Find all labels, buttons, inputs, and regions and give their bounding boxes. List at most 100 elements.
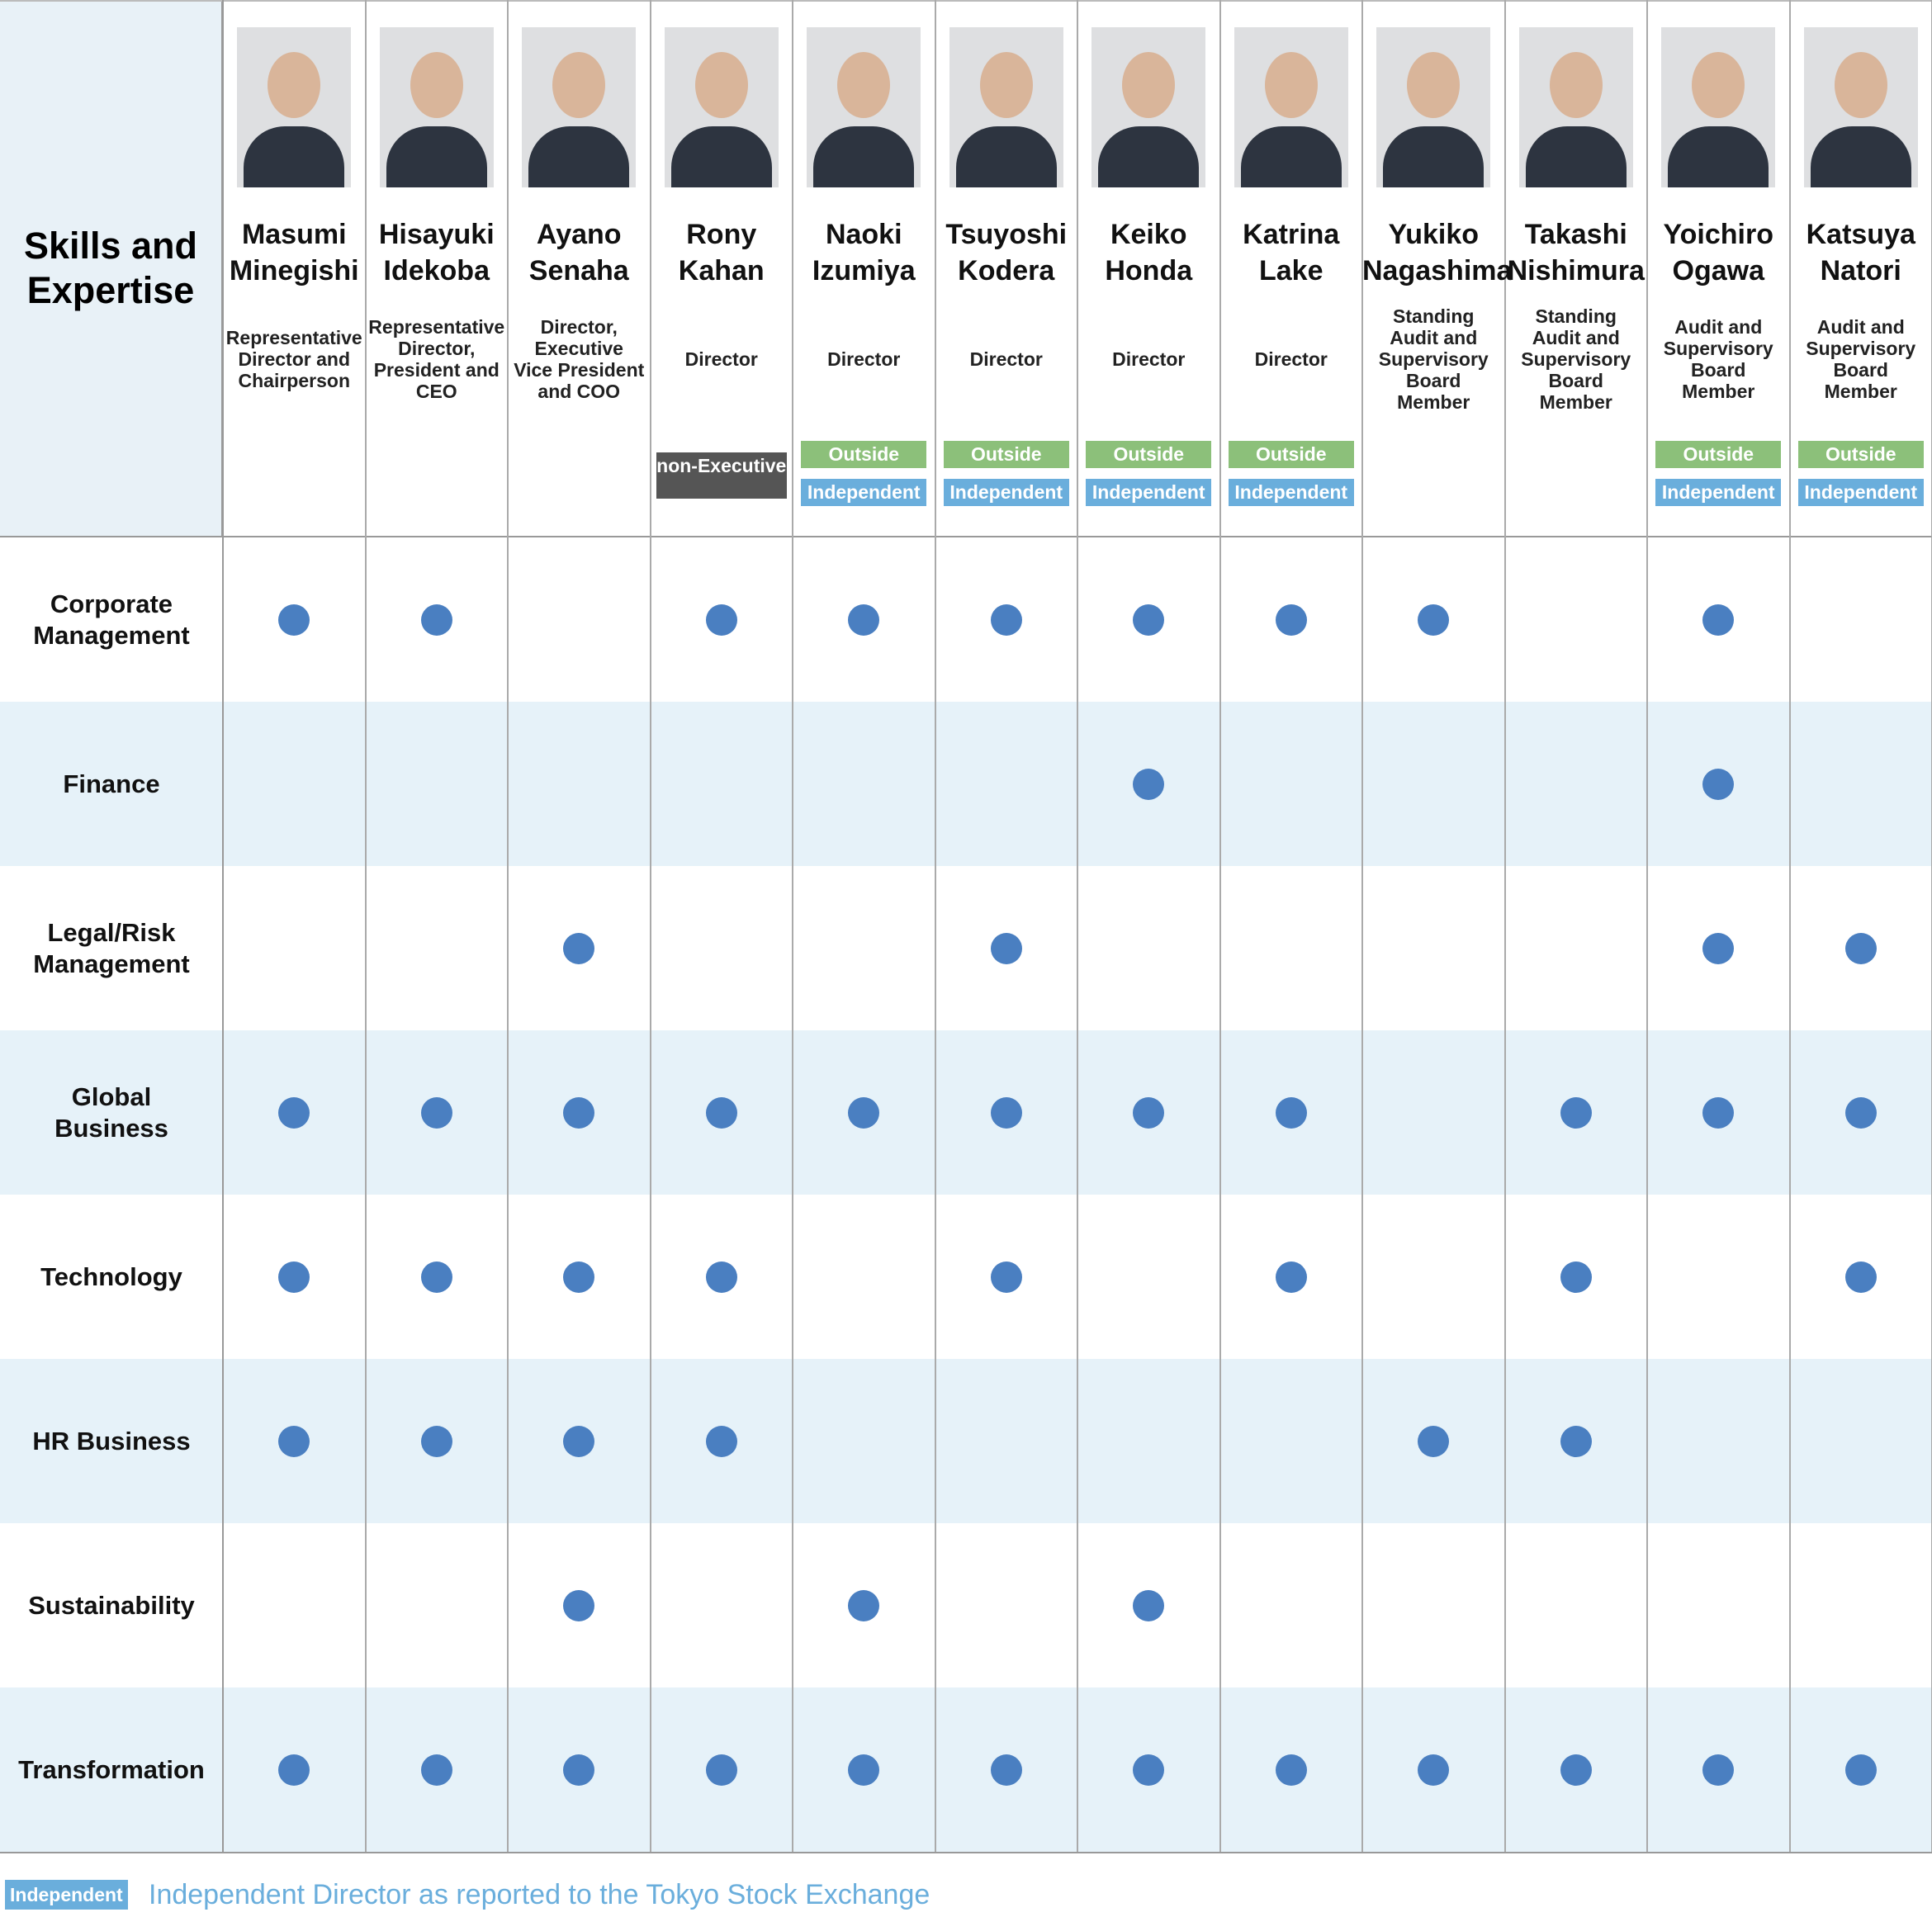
skill-dot xyxy=(1133,1754,1165,1786)
top-line xyxy=(0,0,1932,2)
column-line xyxy=(1503,0,1506,1852)
director-first-name: Takashi xyxy=(1524,219,1627,250)
skill-label: Corporate Management xyxy=(33,589,190,650)
badge: Independent xyxy=(1086,479,1212,506)
photo xyxy=(949,27,1063,187)
director-last-name: Nishimura xyxy=(1507,255,1645,286)
skill-dot xyxy=(1702,604,1735,636)
skill-dot xyxy=(705,1261,737,1293)
photo-body xyxy=(528,126,630,187)
director-last-name: Kodera xyxy=(958,255,1055,286)
badge: Outside xyxy=(1797,441,1924,468)
director-last-name: Natori xyxy=(1820,255,1901,286)
skill-label: Global Business xyxy=(54,1082,168,1143)
badge: Outside xyxy=(801,441,927,468)
skill-dot xyxy=(563,932,595,964)
row-bg xyxy=(0,1359,1932,1523)
director-last-name: Izumiya xyxy=(812,255,916,286)
row-bg xyxy=(0,1030,1932,1195)
director-last-name: Ogawa xyxy=(1672,255,1764,286)
row-bg xyxy=(0,702,1932,866)
skill-dot xyxy=(1702,932,1735,964)
skill-dot xyxy=(1418,1425,1450,1457)
photo-head xyxy=(1692,52,1745,118)
badge: Independent xyxy=(1655,479,1782,506)
photo xyxy=(1518,27,1633,187)
photo-head xyxy=(837,52,891,118)
badge: Outside xyxy=(943,441,1069,468)
director-last-name: Minegishi xyxy=(229,255,359,286)
row-bg xyxy=(0,1687,1932,1852)
skill-dot xyxy=(278,1261,310,1293)
skill-dot xyxy=(1560,1096,1592,1129)
skill-dot xyxy=(1133,1589,1165,1621)
director-first-name: Yukiko xyxy=(1388,219,1480,250)
photo xyxy=(1376,27,1491,187)
skill-dot xyxy=(990,1096,1022,1129)
photo-body xyxy=(1810,126,1911,187)
director-last-name: Nagashima xyxy=(1362,255,1513,286)
photo-body xyxy=(813,126,915,187)
skill-dot xyxy=(848,1754,880,1786)
badge: Independent xyxy=(943,479,1069,506)
first-column-line xyxy=(222,0,224,1852)
photo-body xyxy=(670,126,772,187)
director-first-name: Tsuyoshi xyxy=(945,219,1068,250)
badge: Independent xyxy=(1228,479,1354,506)
skill-dot xyxy=(278,1096,310,1129)
skill-dot xyxy=(420,1754,452,1786)
skill-dot xyxy=(1133,1096,1165,1129)
director-first-name: Masumi xyxy=(241,219,347,250)
skill-dot xyxy=(990,1754,1022,1786)
director-role: Director xyxy=(827,348,901,370)
skill-dot xyxy=(420,1261,452,1293)
photo xyxy=(379,27,494,187)
skill-dot xyxy=(1560,1425,1592,1457)
skill-dot xyxy=(563,1261,595,1293)
skill-dot xyxy=(1844,932,1877,964)
skill-dot xyxy=(705,1754,737,1786)
header-title: Skills and Expertise xyxy=(0,0,223,537)
director-role: Representative Director, President and C… xyxy=(368,316,505,402)
column-line xyxy=(792,0,793,1852)
skill-label: Technology xyxy=(40,1261,182,1291)
column-line xyxy=(364,0,367,1852)
badge: Independent xyxy=(1797,479,1924,506)
column-line xyxy=(934,0,936,1852)
director-first-name: Katrina xyxy=(1243,219,1340,250)
director-role: Representative Director and Chairperson xyxy=(225,327,362,391)
photo-body xyxy=(1383,126,1485,187)
photo-head xyxy=(1264,52,1318,118)
photo-head xyxy=(410,52,463,118)
row-bg xyxy=(0,1195,1932,1359)
row-bg xyxy=(0,537,1932,702)
director-first-name: Yoichiro xyxy=(1663,219,1774,250)
column-line xyxy=(1361,0,1363,1852)
director-first-name: Ayano xyxy=(536,219,622,250)
skill-dot xyxy=(990,932,1022,964)
skill-label: HR Business xyxy=(32,1426,191,1456)
photo xyxy=(807,27,921,187)
skill-dot xyxy=(990,1261,1022,1293)
badge: Outside xyxy=(1228,441,1354,468)
director-first-name: Hisayuki xyxy=(378,219,495,250)
column-line xyxy=(1219,0,1221,1852)
photo xyxy=(1661,27,1776,187)
skill-dot xyxy=(1133,768,1165,800)
director-role: Director, Executive Vice President and C… xyxy=(514,316,645,402)
director-role: Standing Audit and Supervisory Board Mem… xyxy=(1378,305,1489,413)
skill-label: Finance xyxy=(63,769,160,798)
skill-dot xyxy=(1844,1261,1877,1293)
skill-dot xyxy=(1560,1754,1592,1786)
skill-dot xyxy=(563,1096,595,1129)
skill-label: Transformation xyxy=(18,1754,205,1784)
photo-body xyxy=(1525,126,1627,187)
photo xyxy=(1234,27,1348,187)
photo-body xyxy=(1668,126,1769,187)
badge: non-Executive xyxy=(656,452,787,499)
skill-dot xyxy=(1275,1096,1307,1129)
skill-dot xyxy=(563,1589,595,1621)
photo-head xyxy=(1407,52,1461,118)
skill-dot xyxy=(705,1425,737,1457)
